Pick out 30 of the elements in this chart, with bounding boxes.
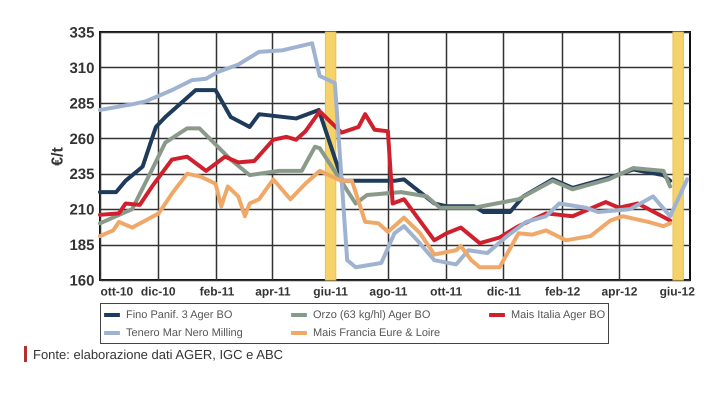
y-tick-label: 160	[69, 272, 94, 290]
y-tick-label: 310	[69, 60, 94, 77]
y-tick-label: 260	[69, 130, 94, 148]
x-tick-label: dic-10	[140, 284, 176, 298]
y-tick-label: 335	[69, 24, 94, 42]
legend-label: Fino Panif. 3 Ager BO	[126, 309, 233, 321]
x-tick-label: feb-11	[200, 284, 235, 298]
line-series	[98, 41, 690, 270]
y-tick-label: 285	[69, 95, 94, 112]
legend-label: Tenero Mar Nero Milling	[126, 327, 243, 339]
x-tick-label: apr-11	[255, 284, 291, 298]
x-tick-label: apr-12	[601, 284, 638, 298]
x-tick-label: ago-11	[369, 284, 408, 298]
legend-label: Mais Italia Ager BO	[511, 309, 606, 321]
x-tick-label: ott-10	[100, 284, 134, 298]
x-tick-label: giu-11	[313, 284, 348, 298]
x-tick-label: dic-11	[486, 284, 522, 298]
legend-label: Mais Francia Eure & Loire	[313, 327, 440, 339]
y-axis-title: €/t	[49, 146, 66, 166]
y-tick-label: 210	[69, 202, 94, 219]
line-series	[98, 126, 672, 226]
line-series	[98, 168, 672, 270]
x-tick-label: ott-11	[430, 284, 462, 298]
y-tick-label: 235	[69, 166, 94, 184]
source-note: Fonte: elaborazione dati AGER, IGC e ABC	[33, 346, 284, 362]
y-tick-label: 185	[69, 237, 94, 254]
line-series	[98, 109, 672, 246]
x-tick-label: feb-12	[544, 284, 581, 298]
x-tick-label: giu-12	[660, 284, 696, 298]
legend-label: Orzo (63 kg/hl) Ager BO	[313, 309, 431, 321]
